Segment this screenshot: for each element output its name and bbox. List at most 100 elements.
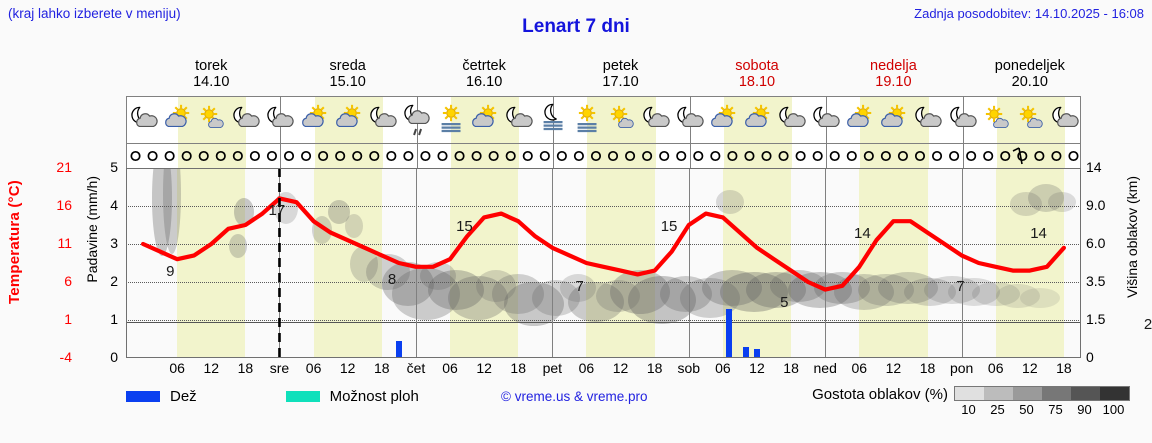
cloud-height-tick: 0 bbox=[1086, 349, 1094, 365]
cloud-blob bbox=[392, 268, 460, 320]
weather-icon-sun-fog bbox=[577, 104, 597, 133]
copyright-link[interactable]: © vreme.us & vreme.pro bbox=[501, 389, 648, 404]
cloud-blob bbox=[904, 278, 956, 306]
plot-frame bbox=[126, 168, 1081, 358]
precipitation-tick: 1 bbox=[110, 311, 118, 327]
day-name: sobota bbox=[735, 58, 779, 74]
x-tick-06: 06 bbox=[987, 360, 1004, 376]
horizontal-gridline bbox=[126, 206, 1081, 207]
cloud-density-cell bbox=[955, 387, 984, 400]
daylight-band bbox=[860, 144, 929, 168]
day-date: 18.10 bbox=[738, 74, 776, 90]
weather-icon-sun-cloud bbox=[301, 104, 326, 128]
temperature-line bbox=[141, 196, 1066, 292]
day-date: 19.10 bbox=[875, 74, 912, 90]
cloud-blob bbox=[924, 276, 980, 304]
temperature-label: 9 bbox=[166, 263, 175, 281]
precipitation-tick: 5 bbox=[110, 159, 118, 175]
day-separator bbox=[280, 144, 282, 168]
cloud-blob bbox=[1020, 288, 1060, 308]
x-tick-12: 12 bbox=[476, 360, 492, 376]
daylight-band bbox=[450, 168, 519, 358]
cloud-density-tick: 100 bbox=[1102, 402, 1125, 417]
day-separator bbox=[825, 168, 827, 358]
cloud-density-tick: 90 bbox=[1077, 402, 1092, 417]
cloud-blob bbox=[382, 262, 434, 306]
wind-symbol-strip bbox=[126, 144, 1081, 168]
temperature-label: 7 bbox=[956, 278, 965, 296]
showers-legend-label: Možnost ploh bbox=[329, 388, 419, 406]
x-tick-18: 18 bbox=[510, 360, 527, 376]
cloud-blob bbox=[1028, 184, 1064, 212]
last-update-stamp: Zadnja posodobitev: 14.10.2025 - 16:08 bbox=[914, 6, 1144, 21]
cloud-blob bbox=[878, 272, 938, 304]
weather-icon-sun-cloud-small bbox=[610, 105, 634, 128]
temperature-curve bbox=[141, 168, 1066, 358]
day-separator bbox=[688, 168, 690, 358]
weather-icon-sun-cloud bbox=[710, 104, 736, 128]
cloud-blob bbox=[568, 282, 624, 322]
cloud-density-cell bbox=[1071, 387, 1100, 400]
cloud-density-tick: 50 bbox=[1019, 402, 1034, 417]
day-header-ponedeljek: ponedeljek 20.10 bbox=[960, 58, 1100, 90]
day-header-torek: torek 14.10 bbox=[141, 58, 281, 90]
chart-legend: Dež Možnost ploh © vreme.us & vreme.pro … bbox=[126, 386, 1136, 428]
day-date: 16.10 bbox=[465, 74, 503, 90]
x-tick-18: 18 bbox=[1056, 360, 1072, 376]
cloud-blob bbox=[610, 270, 670, 314]
cloud-blob bbox=[716, 190, 744, 214]
horizontal-gridline bbox=[126, 244, 1081, 245]
temperature-tick: 1 bbox=[64, 311, 72, 327]
weather-icon-sun-cloud bbox=[472, 104, 497, 128]
x-tick-06: 06 bbox=[851, 360, 868, 376]
cloud-blob bbox=[229, 234, 247, 258]
cloud-density-cell bbox=[1042, 387, 1071, 400]
day-header-četrtek: četrtek 16.10 bbox=[414, 58, 554, 90]
cloud-blob bbox=[948, 278, 1000, 306]
weather-icon-moon-cloud bbox=[370, 106, 397, 128]
temperature-tick: -4 bbox=[59, 349, 72, 365]
temperature-label: 8 bbox=[387, 270, 397, 288]
daylight-band bbox=[859, 168, 928, 358]
cloud-blob bbox=[1048, 192, 1076, 212]
x-tick-18: 18 bbox=[783, 360, 799, 376]
daylight-band bbox=[314, 144, 383, 168]
temperature-tick: 6 bbox=[64, 273, 72, 289]
temperature-tick: 11 bbox=[57, 235, 72, 251]
cloud-density-tick: 10 bbox=[961, 402, 976, 417]
precipitation-tick: 4 bbox=[110, 197, 118, 213]
weather-icon-sun-fog bbox=[441, 104, 461, 133]
horizontal-gridline bbox=[126, 320, 1081, 321]
x-tick-06: 06 bbox=[578, 360, 595, 376]
day-name: nedelja bbox=[870, 58, 917, 74]
precipitation-axis-title: Padavine (mm/h) bbox=[84, 176, 100, 283]
x-tick-12: 12 bbox=[749, 360, 765, 376]
cloud-blob bbox=[476, 270, 516, 302]
temperature-axis-title: Temperatura (°C) bbox=[6, 180, 23, 304]
cloud-height-tick: 1.5 bbox=[1086, 311, 1106, 327]
weather-icon-moon-cloud bbox=[1052, 106, 1079, 128]
cloud-blob bbox=[448, 276, 508, 320]
cloud-blob bbox=[660, 276, 712, 312]
day-name: sreda bbox=[329, 58, 366, 74]
rain-legend-label: Dež bbox=[170, 388, 197, 406]
x-tick-ned: ned bbox=[813, 360, 837, 376]
x-tick-06: 06 bbox=[169, 360, 185, 376]
cloud-height-axis-title: Višina oblakov (km) bbox=[1124, 176, 1140, 298]
cloud-blob bbox=[972, 282, 1020, 306]
day-header-sobota: sobota 18.10 bbox=[687, 58, 827, 90]
temperature-label: 14 bbox=[853, 225, 871, 243]
cloud-blob bbox=[345, 214, 363, 238]
day-header-nedelja: nedelja 19.10 bbox=[823, 58, 963, 90]
x-tick-sob: sob bbox=[677, 360, 701, 376]
location-menu-note[interactable]: (kraj lahko izberete v meniju) bbox=[8, 6, 181, 21]
cloud-blob bbox=[163, 168, 181, 254]
x-tick-sre: sre bbox=[269, 360, 290, 376]
x-tick-06: 06 bbox=[305, 360, 322, 376]
cloud-blob bbox=[420, 262, 456, 290]
cloud-density-cell bbox=[984, 387, 1013, 400]
precipitation-tick: 0 bbox=[110, 349, 118, 365]
showers-legend-swatch bbox=[285, 391, 320, 403]
precipitation-bar bbox=[395, 340, 402, 358]
temperature-label: 7 bbox=[575, 278, 584, 296]
